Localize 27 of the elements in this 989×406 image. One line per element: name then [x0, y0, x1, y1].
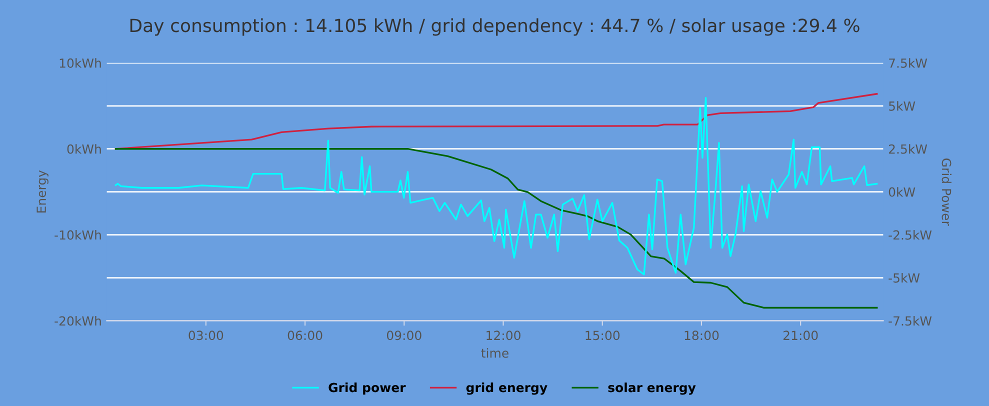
y2-tick-label: -2.5kW	[888, 230, 932, 240]
x-tick-label: 15:00	[586, 330, 620, 340]
x-tick-label: 18:00	[684, 330, 719, 340]
x-axis-title: time	[481, 348, 508, 358]
y2-tick-label: 5kW	[889, 101, 916, 111]
y2-axis-title: Grid Power	[942, 158, 952, 226]
y2-tick-label: -7.5kW	[888, 316, 932, 326]
y2-tick-label: 0kW	[888, 187, 916, 197]
y-tick-label: -10kWh	[54, 230, 101, 240]
y2-tick-label: -5kW	[888, 273, 920, 283]
y-tick-label: 0kWh	[67, 144, 101, 154]
line-series	[114, 96, 878, 276]
x-tick-label: 06:00	[288, 330, 322, 340]
y-tick-label: -20kWh	[54, 316, 101, 326]
legend-label: solar energy	[608, 382, 696, 395]
legend-label: grid energy	[466, 382, 548, 395]
chart-title: Day consumption : 14.105 kWh / grid dependency : 44.7 % / solar usage :29.4 %	[130, 18, 860, 36]
y-tick-label: 10kWh	[60, 58, 101, 68]
x-tick-label: 03:00	[188, 330, 224, 340]
y2-tick-label: 2.5kW	[888, 144, 928, 154]
legend-label: Grid power	[328, 382, 406, 395]
line-series	[114, 148, 878, 309]
y2-tick-label: 7.5kW	[889, 58, 928, 68]
y-axis-title: Energy	[36, 170, 48, 212]
x-tick-label: 09:00	[386, 330, 422, 340]
x-tick-label: 21:00	[783, 330, 818, 340]
x-tick-label: 12:00	[486, 330, 520, 340]
